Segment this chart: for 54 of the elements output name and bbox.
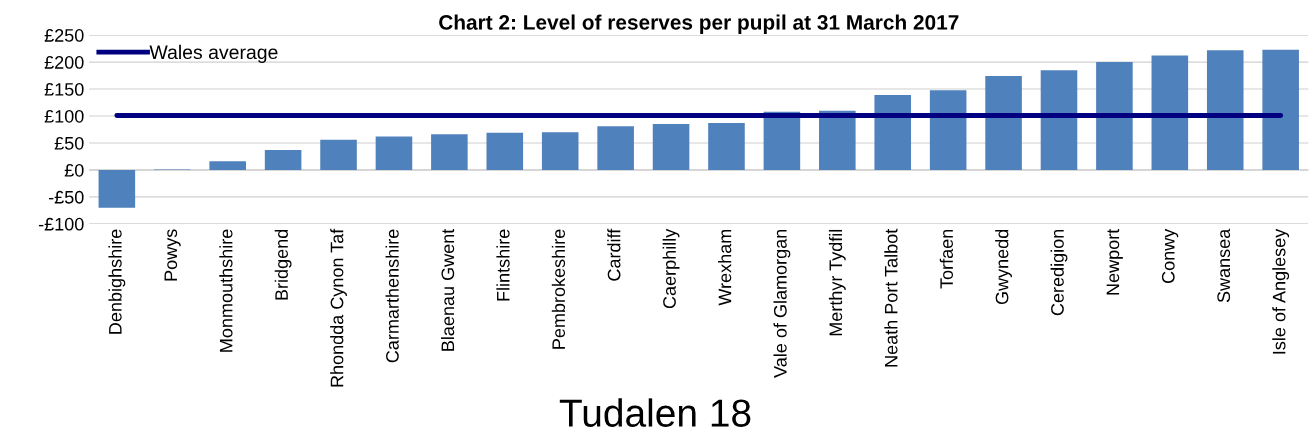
x-tick-label: Cardiff [607,228,621,281]
x-tick-label: Pembrokeshire [551,229,566,349]
x-tick-label: Merthyr Tydfil [828,229,846,336]
y-tick-label: £150 [44,82,84,96]
bar [819,110,856,170]
y-tick-label: £200 [44,56,84,69]
bar [486,132,524,170]
x-tick-label: Ceredigion [1050,229,1068,316]
bar [375,136,413,170]
bar [264,150,302,170]
y-tick-label: £50 [54,136,84,150]
x-tick-label: Gwynedd [995,229,1012,305]
x-tick-label: Neath Port Talbot [884,228,898,367]
chart-title: Chart 2: Level of reserves per pupil at 31 March 2017 [439,14,959,34]
x-tick-label: Monmouthshire [219,229,233,352]
bar [541,132,579,170]
x-tick-label: Wrexham [718,229,732,306]
bar [209,161,246,170]
bar [320,139,357,170]
bar [1040,70,1078,170]
legend-label: Wales average [149,44,278,63]
bar [929,90,967,170]
bar [1262,49,1299,170]
bar [1151,55,1189,170]
bar [708,123,745,170]
bar [98,169,136,208]
x-tick-label: Carmarthenshire [385,229,399,363]
y-tick-label: -£50 [48,190,84,204]
x-tick-label: Vale of Glamorgan [773,229,791,378]
bar [1206,50,1244,170]
x-tick-label: Swansea [1217,228,1231,303]
y-tick-label: -£100 [38,217,84,231]
x-tick-label: Blaenau Gwent [440,228,455,351]
bar [763,111,801,170]
bar [985,76,1022,170]
x-tick-label: Rhondda Cynon Taf [330,228,347,387]
bar [652,124,690,170]
x-tick-label: Newport [1106,228,1123,295]
x-tick-label: Conwy [1161,228,1179,284]
y-tick-label: £100 [44,109,84,123]
x-tick-label: Torfaen [939,229,953,289]
bar [431,134,468,170]
x-tick-label: Bridgend [274,229,292,300]
x-tick-label: Caerphilly [662,228,680,309]
text: Tudalen 18 [559,398,751,427]
bar [597,126,634,170]
x-tick-label: Isle of Anglesey [1272,228,1290,354]
x-tick-label: Flintshire [496,229,510,301]
y-tick-label: £0 [64,163,84,177]
x-tick-label: Powys [164,229,181,281]
y-tick-label: £250 [44,29,84,42]
bar [1096,62,1133,170]
bar [874,94,912,170]
x-tick-label: Denbighshire [108,229,126,334]
